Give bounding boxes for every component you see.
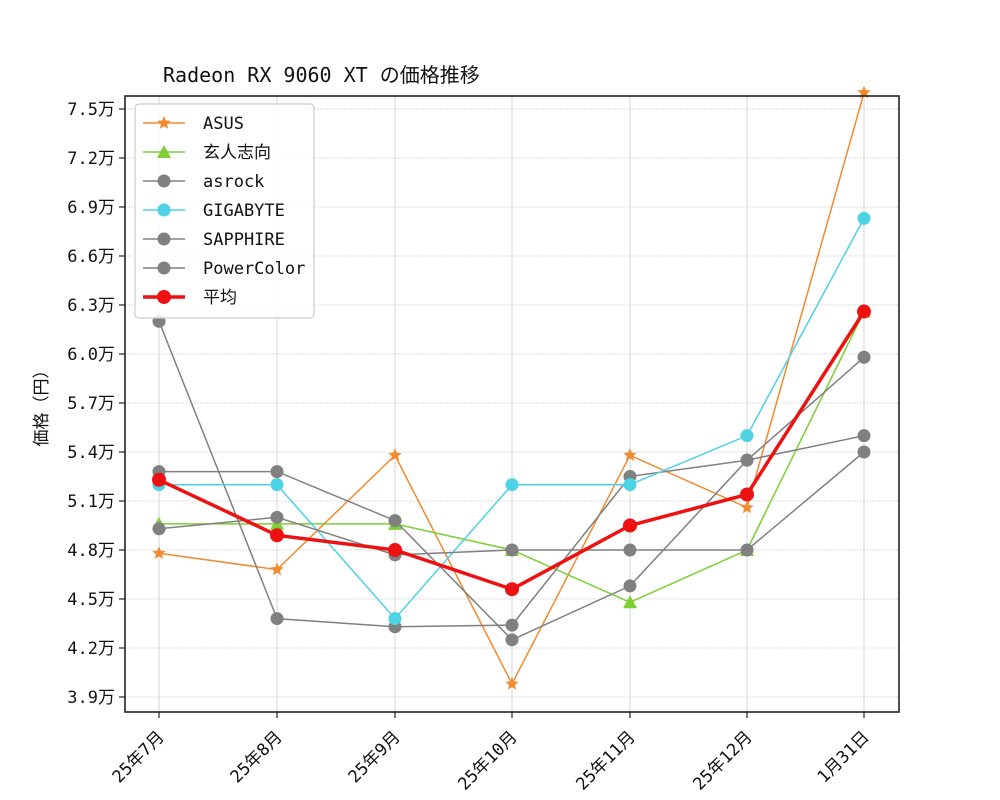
star-marker [505,676,519,690]
circle-marker [157,290,171,304]
circle-marker [740,453,754,467]
circle-marker [623,579,637,593]
legend-label: GIGABYTE [203,201,285,221]
x-tick-label: 25年8月 [227,727,287,787]
y-tick-label: 5.1万 [67,492,115,512]
y-tick-label: 4.8万 [67,541,115,561]
circle-marker [388,612,402,626]
x-tick-label: 25年11月 [572,727,639,794]
circle-marker [623,543,637,557]
circle-marker [740,543,754,557]
y-axis: 3.9万 4.2万 4.5万 4.8万 5.1万 5.4万 5.7万 6.0万 6.3万 6.6万… [67,100,125,708]
circle-marker [152,522,166,536]
y-tick-label: 5.4万 [67,443,115,463]
circle-marker [623,478,637,492]
circle-marker [270,510,284,524]
data-series [152,85,871,690]
star-marker [740,500,754,514]
circle-marker [857,304,871,319]
y-tick-label: 6.9万 [67,198,115,218]
legend-item: PowerColor [143,259,305,279]
star-marker [270,562,284,576]
y-tick-label: 4.2万 [67,639,115,659]
x-tick-label: 1月31日 [814,727,874,787]
star-marker [388,448,402,461]
circle-marker [505,633,519,647]
circle-marker [505,543,519,557]
circle-marker [157,261,171,275]
y-tick-label: 3.9万 [67,688,115,708]
y-axis-label: 価格（円） [32,362,52,447]
x-tick-label: 25年12月 [689,727,756,794]
x-axis: 25年7月 25年8月 25年9月 25年10月 25年11月 25年12月 1月31日 [109,712,874,795]
y-tick-label: 7.5万 [67,100,115,120]
legend-item: 玄人志向 [143,143,271,163]
x-tick-label: 25年9月 [345,727,405,787]
circle-marker [505,582,519,597]
chart-title: Radeon RX 9060 XT の価格推移 [163,63,480,87]
circle-marker [857,445,871,459]
series-平均 [152,304,871,597]
x-tick-label: 25年7月 [109,727,169,787]
legend-label: PowerColor [203,259,305,279]
series-ASUS [152,85,871,690]
star-marker [857,85,871,99]
circle-marker [388,542,402,557]
circle-marker [157,203,171,217]
series-SAPPHIRE [152,350,871,647]
legend-box [134,103,315,319]
circle-marker [152,472,166,487]
star-marker [152,546,166,559]
circle-marker [623,518,637,533]
circle-marker [505,618,519,632]
legend-item: 平均 [143,288,237,308]
circle-marker [270,612,284,626]
star-marker [623,448,637,461]
legend: ASUS 玄人志向 asrock GIGABYTE SAPPHIRE PowerColor… [134,103,315,319]
circle-marker [857,429,871,443]
legend-item: GIGABYTE [143,201,285,221]
legend-label: 玄人志向 [203,143,271,163]
circle-marker [857,350,871,364]
legend-label: asrock [203,172,264,192]
circle-marker [857,211,871,225]
circle-marker [157,174,171,188]
triangle-marker [623,595,637,609]
legend-item: ASUS [143,114,244,134]
legend-item: SAPPHIRE [143,230,285,250]
x-tick-label: 25年10月 [454,727,521,794]
circle-marker [388,514,402,528]
circle-marker [270,478,284,492]
triangle-marker [157,145,171,158]
y-tick-label: 4.5万 [67,590,115,610]
circle-marker [740,429,754,443]
circle-marker [505,478,519,492]
legend-label: 平均 [203,288,237,308]
circle-marker [740,487,754,502]
circle-marker [270,528,284,543]
y-tick-label: 6.6万 [67,247,115,267]
y-tick-label: 6.0万 [67,345,115,365]
star-marker [157,116,171,129]
circle-marker [157,232,171,246]
y-tick-label: 7.2万 [67,149,115,169]
legend-label: ASUS [203,114,244,134]
y-tick-label: 6.3万 [67,296,115,316]
legend-label: SAPPHIRE [203,230,285,250]
circle-marker [270,465,284,479]
y-tick-label: 5.7万 [67,394,115,414]
legend-item: asrock [143,172,264,192]
